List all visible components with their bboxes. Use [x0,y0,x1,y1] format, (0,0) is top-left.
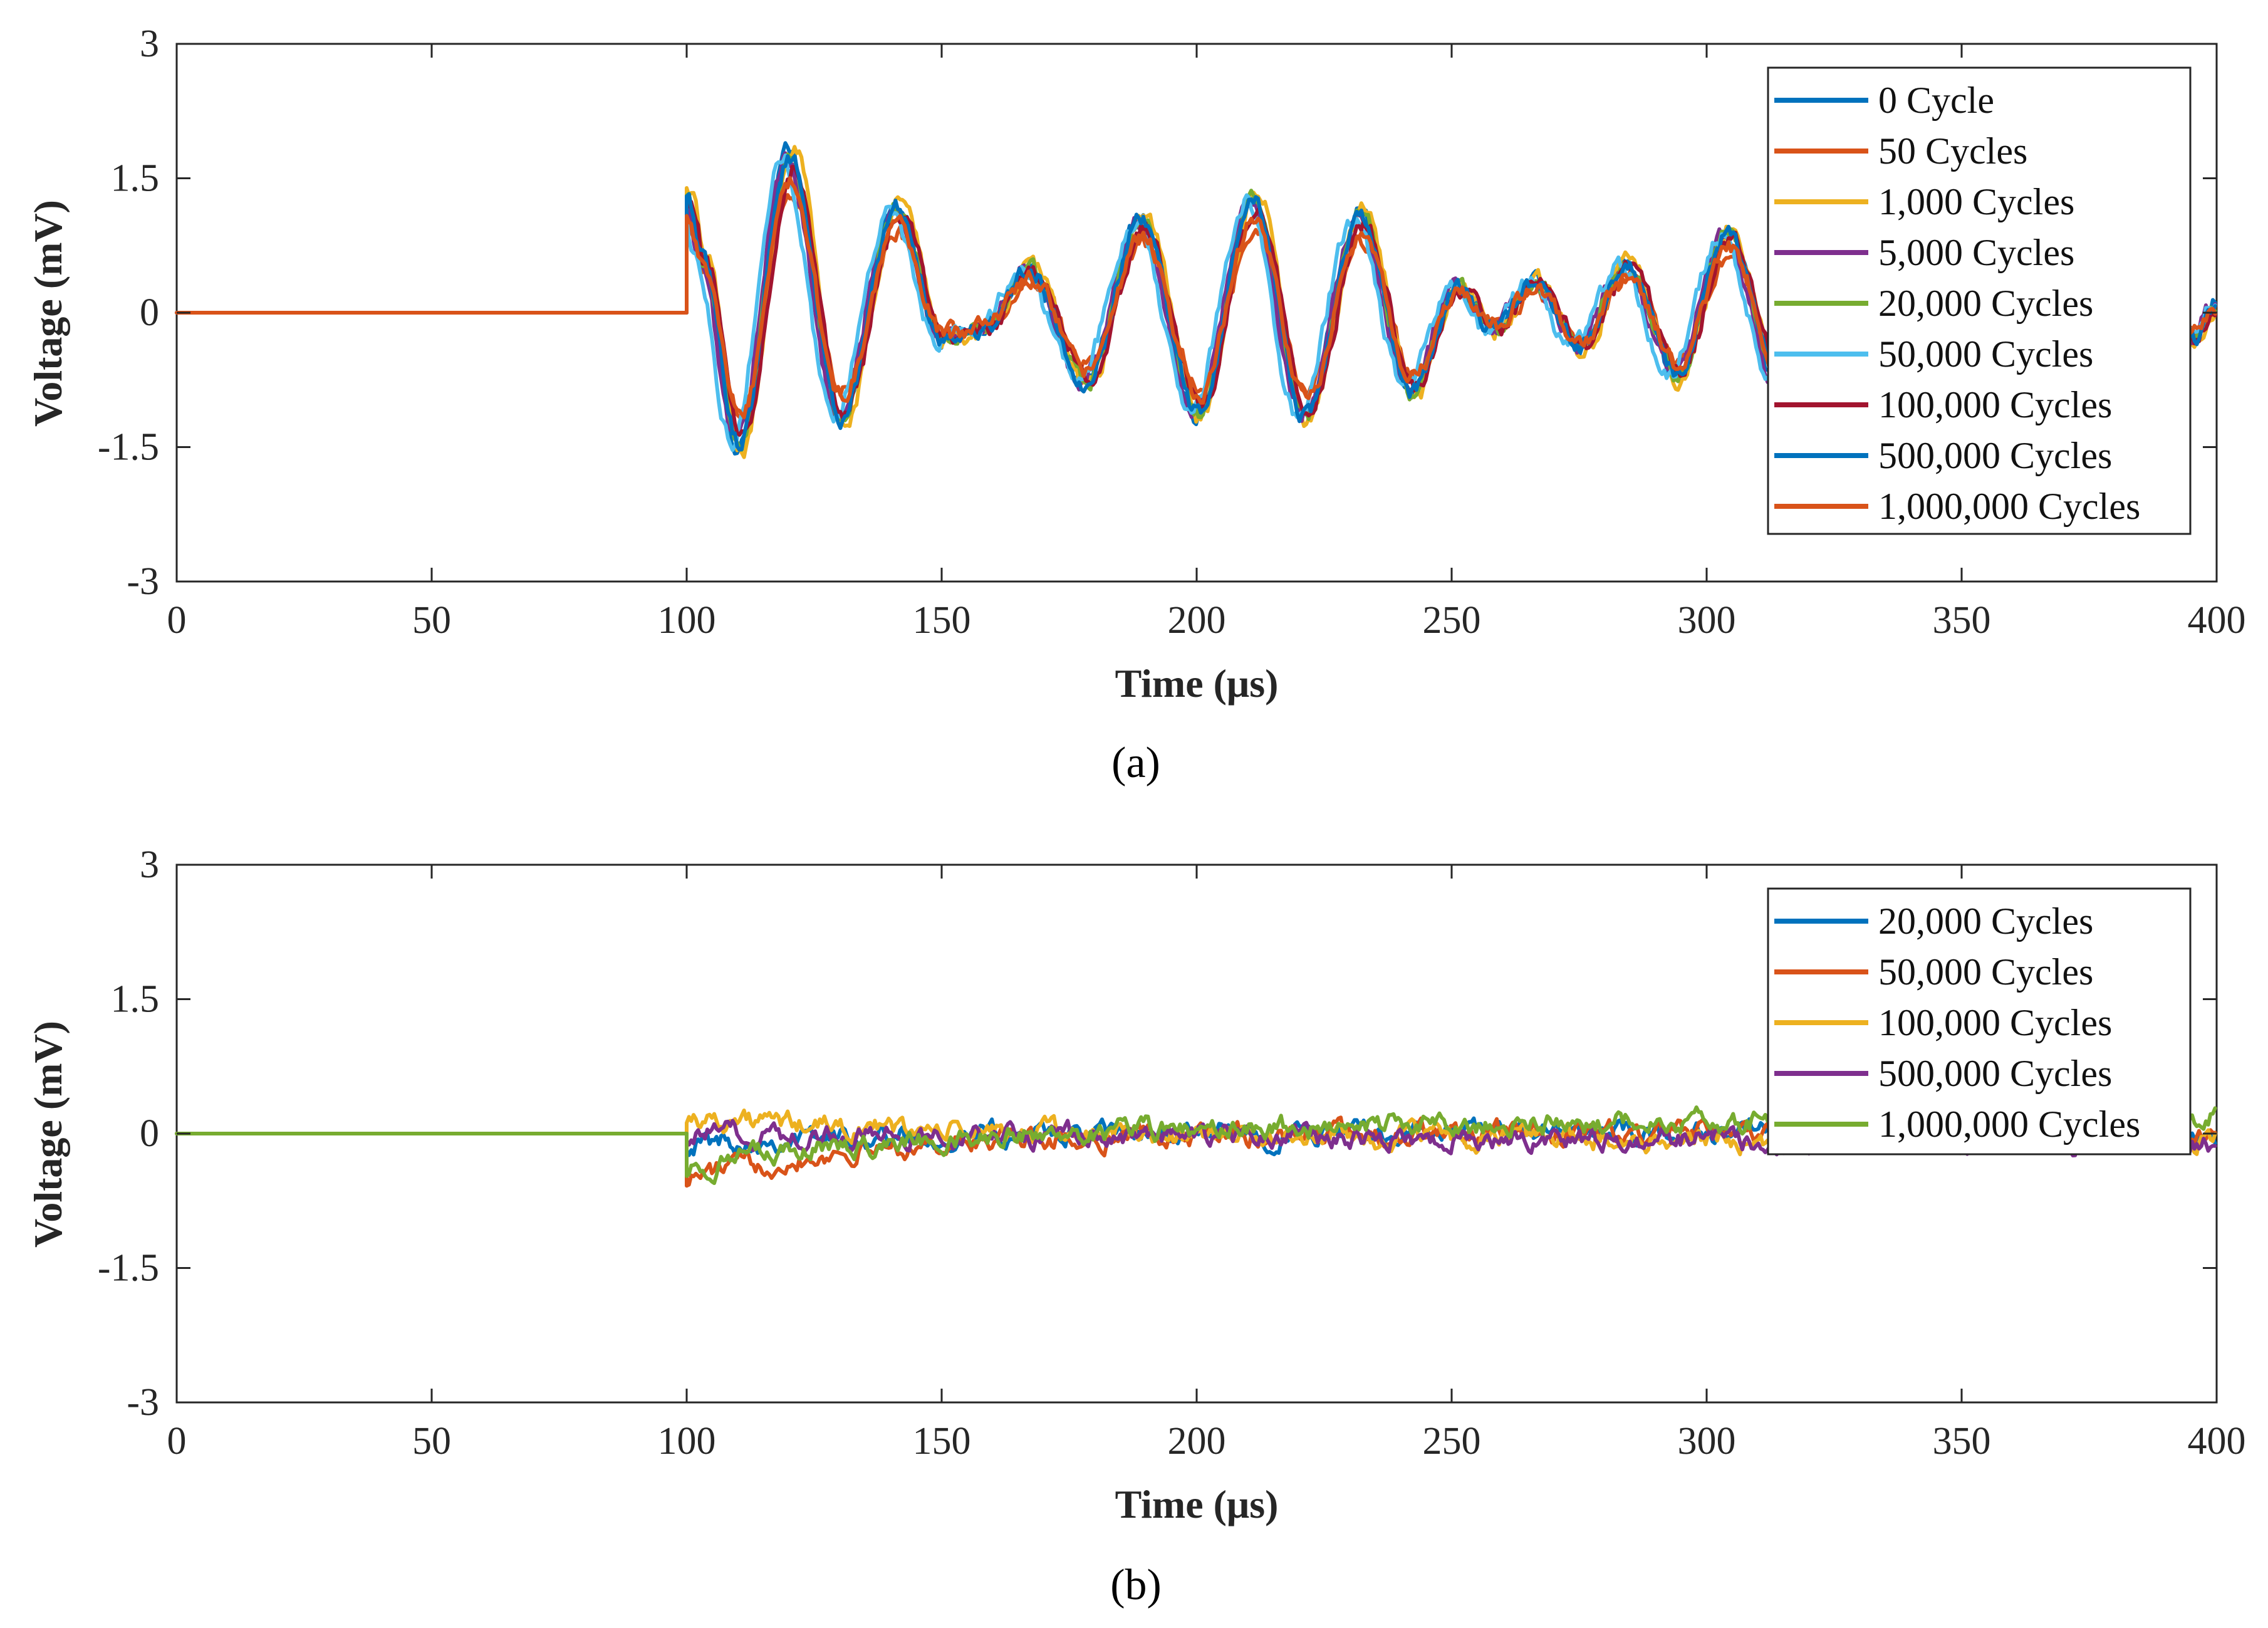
y-tick-label: 1.5 [111,978,160,1021]
y-tick-label: 3 [140,843,159,886]
y-tick-label: -1.5 [98,426,159,469]
x-tick-label: 200 [1168,1420,1226,1463]
y-tick-label: 0 [140,1112,159,1155]
x-tick-label: 0 [167,599,187,642]
y-tick-label: -3 [127,560,159,603]
legend-label-a-5: 50,000 Cycles [1878,333,2093,375]
x-tick-label: 300 [1678,1420,1736,1463]
panel-label-a: (a) [1111,739,1160,787]
x-tick-label: 250 [1423,1420,1481,1463]
ticks-group-a: 0 50 100 150 200 250 300 350 400 -3 -1.5 0 1.5 3 [98,23,2246,642]
x-tick-label: 250 [1423,599,1481,642]
x-tick-label: 50 [412,599,451,642]
x-tick-label: 150 [913,599,971,642]
x-axis-label-b: Time (μs) [1115,1482,1279,1526]
x-tick-label: 200 [1168,599,1226,642]
x-tick-label: 100 [658,599,716,642]
legend-label-a-1: 50 Cycles [1878,130,2027,172]
legend-label-a-2: 1,000 Cycles [1878,181,2074,222]
legend-b: 20,000 Cycles 50,000 Cycles 100,000 Cycles… [1767,887,2192,1156]
x-tick-label: 400 [2188,599,2246,642]
x-tick-label: 0 [167,1420,187,1463]
y-tick-label: -3 [127,1381,159,1424]
legend-label-b-0: 20,000 Cycles [1878,900,2093,942]
y-tick-label: 3 [140,23,159,65]
x-tick-label: 100 [658,1420,716,1463]
legend-label-a-3: 5,000 Cycles [1878,232,2074,273]
x-tick-label: 300 [1678,599,1736,642]
legend-label-b-1: 50,000 Cycles [1878,951,2093,993]
x-tick-label: 350 [1933,599,1991,642]
x-tick-label: 50 [412,1420,451,1463]
legend-label-a-4: 20,000 Cycles [1878,283,2093,324]
legend-label-b-2: 100,000 Cycles [1878,1002,2112,1043]
legend-label-a-8: 1,000,000 Cycles [1878,486,2140,527]
x-axis-label-a: Time (μs) [1115,661,1279,706]
y-tick-label: -1.5 [98,1247,159,1290]
y-tick-label: 1.5 [111,157,160,200]
ticks-group-b: 0 50 100 150 200 250 300 350 400 -3 -1.5 0 1.5 3 [98,843,2246,1463]
y-tick-label: 0 [140,291,159,334]
chart-panel-b: 0 50 100 150 200 250 300 350 400 -3 -1.5 0 1.5 3 Time… [26,843,2246,1609]
x-tick-label: 400 [2188,1420,2246,1463]
legend-label-a-7: 500,000 Cycles [1878,435,2112,476]
chart-panel-a: 0 50 100 150 200 250 300 350 400 -3 -1.5 0 1.5 3 Time… [26,23,2246,787]
panel-label-b: (b) [1110,1561,1162,1609]
legend-label-b-3: 500,000 Cycles [1878,1053,2112,1094]
x-tick-label: 350 [1933,1420,1991,1463]
x-tick-label: 150 [913,1420,971,1463]
legend-a: 0 Cycle 50 Cycles 1,000 Cycles 5,000 Cycles… [1767,66,2192,535]
legend-label-b-4: 1,000,000 Cycles [1878,1104,2140,1145]
y-axis-label-b: Voltage (mV) [26,1021,70,1248]
legend-label-a-6: 100,000 Cycles [1878,384,2112,425]
legend-label-a-0: 0 Cycle [1878,80,1994,121]
y-axis-label-a: Voltage (mV) [26,200,70,427]
